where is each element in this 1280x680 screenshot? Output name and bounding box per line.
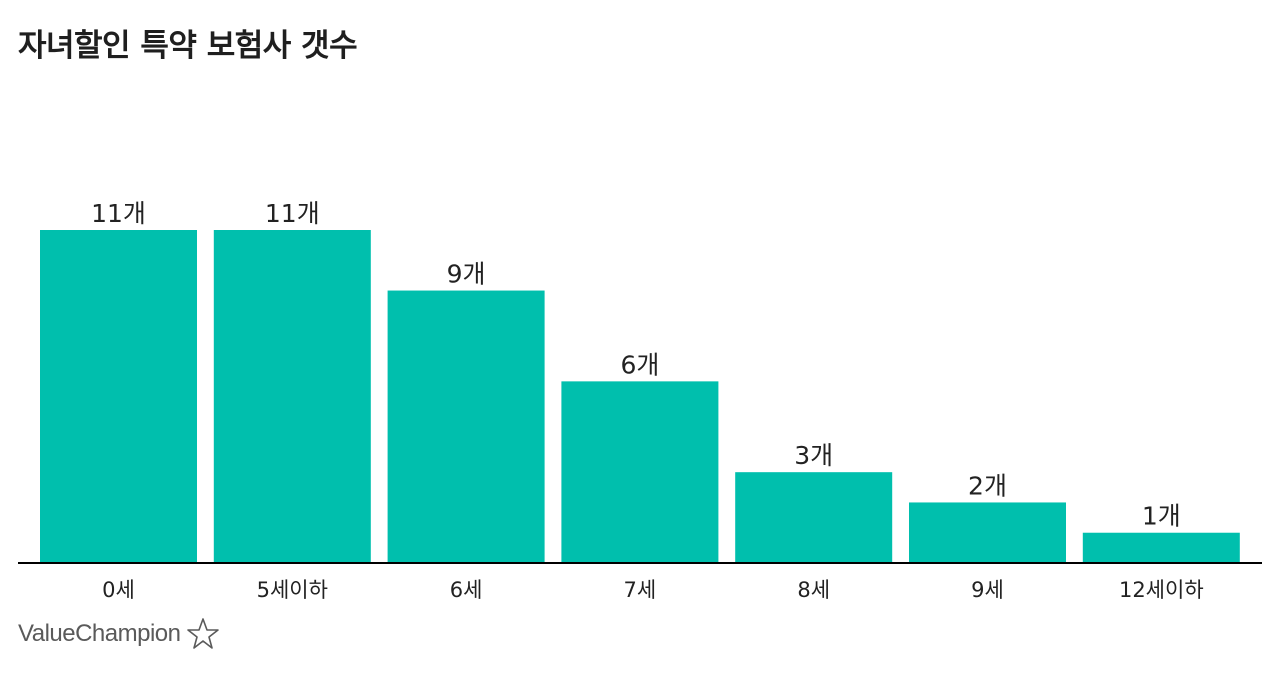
- labels-layer: 11개 0세 11개 5세이하 9개 6세 6개 7세 3개 8세 2개 9세 1개 12세이하: [91, 199, 1204, 602]
- brand-logo: ValueChampion: [18, 616, 221, 652]
- bar-value-label: 6개: [620, 350, 659, 379]
- bar-value-label: 9개: [447, 260, 486, 289]
- bar-value-label: 11개: [265, 199, 320, 228]
- x-tick-label: 7세: [624, 578, 657, 602]
- x-tick-label: 9세: [971, 578, 1004, 602]
- x-tick-label: 8세: [797, 578, 830, 602]
- brand-name: ValueChampion: [18, 620, 181, 647]
- bar-value-label: 1개: [1142, 502, 1181, 531]
- bar-5: [909, 502, 1066, 563]
- x-tick-label: 6세: [450, 578, 483, 602]
- x-tick-label: 12세이하: [1119, 578, 1204, 602]
- bar-value-label: 11개: [91, 199, 146, 228]
- bar-3: [561, 381, 719, 563]
- bar-0: [40, 230, 197, 563]
- bar-value-label: 2개: [968, 471, 1007, 500]
- bar-1: [213, 230, 371, 563]
- chart-title: 자녀할인 특약 보험사 갯수: [18, 28, 358, 64]
- bar-value-label: 3개: [794, 441, 833, 470]
- bar-4: [735, 472, 893, 563]
- bar-6: [1082, 532, 1240, 563]
- bars-layer: [40, 230, 1240, 563]
- star-outline-icon: [186, 618, 219, 649]
- x-tick-label: 5세이하: [257, 578, 328, 602]
- bar-2: [387, 290, 545, 563]
- x-tick-label: 0세: [102, 578, 135, 602]
